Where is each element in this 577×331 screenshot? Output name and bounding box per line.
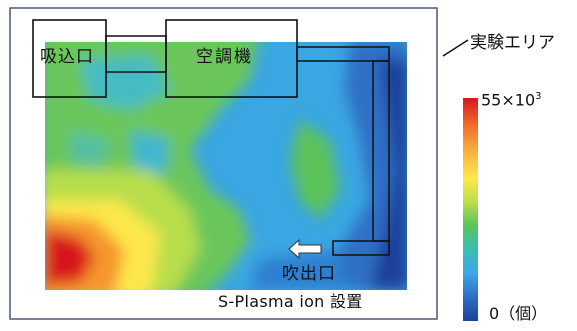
outlet-box bbox=[332, 240, 390, 256]
experiment-area-frame bbox=[9, 7, 438, 320]
ac-unit-label: 空調機 bbox=[196, 47, 253, 67]
contour-cyan-pocket-3 bbox=[70, 130, 110, 170]
scale-min-label: 0（個） bbox=[489, 304, 548, 323]
contour-blue-bottom bbox=[250, 250, 350, 290]
experiment-area-label: 実験エリア bbox=[470, 33, 555, 53]
contour-red-hotspot bbox=[45, 230, 95, 285]
device-installation-label: S-Plasma ion 設置 bbox=[218, 292, 363, 311]
duct-horizontal bbox=[296, 46, 390, 62]
contour-darkblue-right bbox=[370, 60, 407, 290]
left-arrow-icon bbox=[288, 238, 322, 260]
outlet-label: 吹出口 bbox=[282, 264, 336, 284]
inlet-label: 吸込口 bbox=[40, 47, 94, 67]
scale-max-label: 55×103 bbox=[481, 90, 542, 110]
contour-cyan-pocket-2 bbox=[130, 130, 170, 175]
contour-green-right bbox=[290, 120, 340, 220]
color-scale-bar bbox=[463, 98, 478, 321]
contour-map bbox=[45, 42, 407, 290]
area-leader-line bbox=[442, 39, 469, 57]
